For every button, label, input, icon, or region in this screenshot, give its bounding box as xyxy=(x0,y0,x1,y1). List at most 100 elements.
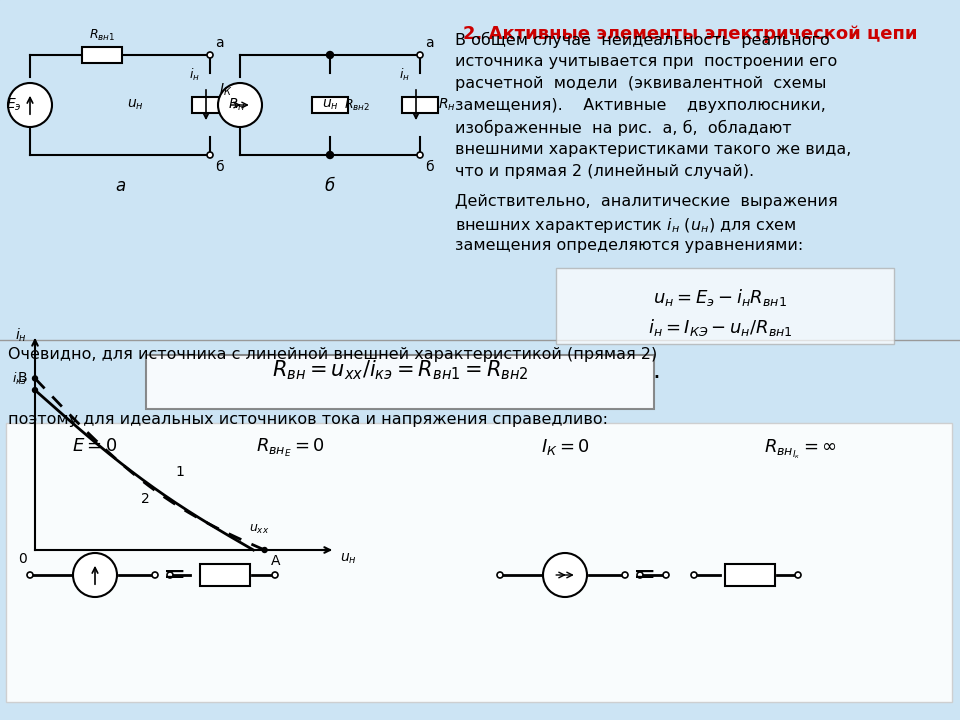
Circle shape xyxy=(543,553,587,597)
Text: $I_К$: $I_К$ xyxy=(219,82,232,98)
Circle shape xyxy=(33,387,37,392)
Text: внешних характеристик $i_н$ $(u_н)$ для схем: внешних характеристик $i_н$ $(u_н)$ для … xyxy=(455,216,797,235)
Text: замещения).    Активные    двухполюсники,: замещения). Активные двухполюсники, xyxy=(455,98,826,113)
Text: $u_{хх}$: $u_{хх}$ xyxy=(249,523,269,536)
Bar xyxy=(240,0,264,720)
Text: $E_э$: $E_э$ xyxy=(7,96,22,113)
Text: 2: 2 xyxy=(141,492,150,506)
Bar xyxy=(528,0,552,720)
Text: 1: 1 xyxy=(175,465,184,479)
Text: а: а xyxy=(115,177,125,195)
Text: что и прямая 2 (линейный случай).: что и прямая 2 (линейный случай). xyxy=(455,164,755,179)
Text: источника учитывается при  построении его: источника учитывается при построении его xyxy=(455,54,837,69)
Text: $u_н = E_э - i_нR_{вн1}$: $u_н = E_э - i_нR_{вн1}$ xyxy=(653,287,787,308)
Text: внешними характеристиками такого же вида,: внешними характеристиками такого же вида… xyxy=(455,142,852,157)
Bar xyxy=(192,0,216,720)
Bar xyxy=(48,0,72,720)
Text: $i_н$: $i_н$ xyxy=(15,326,27,343)
Circle shape xyxy=(326,52,333,58)
Text: =: = xyxy=(634,561,657,589)
Bar xyxy=(792,0,816,720)
Text: $I_К = 0$: $I_К = 0$ xyxy=(540,437,589,457)
Text: $u_н$: $u_н$ xyxy=(322,98,339,112)
Text: .: . xyxy=(652,359,660,383)
Text: б: б xyxy=(215,160,224,174)
Bar xyxy=(768,0,792,720)
Bar xyxy=(648,0,672,720)
Circle shape xyxy=(272,572,278,578)
Bar xyxy=(96,0,120,720)
Text: a: a xyxy=(215,36,224,50)
Bar xyxy=(432,0,456,720)
Bar xyxy=(552,0,576,720)
Bar xyxy=(744,0,768,720)
Circle shape xyxy=(326,151,333,158)
Text: $R_{вн_E} = 0$: $R_{вн_E} = 0$ xyxy=(255,437,324,459)
Text: $i_{кз}$: $i_{кз}$ xyxy=(12,371,27,387)
Bar xyxy=(402,97,438,113)
Text: A: A xyxy=(271,554,280,568)
Bar xyxy=(216,0,240,720)
Bar xyxy=(312,97,348,113)
FancyBboxPatch shape xyxy=(6,423,952,702)
Bar xyxy=(408,0,432,720)
Bar xyxy=(200,564,250,586)
Text: В общем случае  неидеальность  реального: В общем случае неидеальность реального xyxy=(455,32,829,48)
Bar xyxy=(192,97,228,113)
FancyBboxPatch shape xyxy=(146,355,654,409)
Text: б: б xyxy=(324,177,335,195)
Bar xyxy=(72,0,96,720)
Circle shape xyxy=(622,572,628,578)
Bar xyxy=(672,0,696,720)
Text: Очевидно, для источника с линейной внешней характеристикой (прямая 2): Очевидно, для источника с линейной внешн… xyxy=(8,347,658,362)
Bar xyxy=(504,0,528,720)
Text: $i_н$: $i_н$ xyxy=(189,67,200,83)
Text: =: = xyxy=(163,561,186,589)
Bar xyxy=(264,0,288,720)
Text: $R_н$: $R_н$ xyxy=(438,96,456,113)
Text: $R_{вн2}$: $R_{вн2}$ xyxy=(344,97,371,112)
Circle shape xyxy=(795,572,801,578)
Circle shape xyxy=(33,376,37,381)
Bar xyxy=(936,0,960,720)
Circle shape xyxy=(27,572,33,578)
Circle shape xyxy=(417,52,423,58)
Text: $u_н$: $u_н$ xyxy=(127,98,143,112)
Bar xyxy=(912,0,936,720)
Bar xyxy=(144,0,168,720)
Text: 2. Активные элементы электрической цепи: 2. Активные элементы электрической цепи xyxy=(463,25,917,43)
Bar xyxy=(120,0,144,720)
Circle shape xyxy=(167,572,173,578)
Circle shape xyxy=(207,52,213,58)
Text: 0: 0 xyxy=(18,552,27,566)
Bar xyxy=(480,0,504,720)
Text: $i_н$: $i_н$ xyxy=(399,67,410,83)
Bar xyxy=(0,0,24,720)
Bar xyxy=(696,0,720,720)
Circle shape xyxy=(497,572,503,578)
Text: B: B xyxy=(17,372,27,385)
Bar xyxy=(576,0,600,720)
Text: Действительно,  аналитические  выражения: Действительно, аналитические выражения xyxy=(455,194,838,209)
Text: $i_н = I_{КЭ} - u_н/R_{вн1}$: $i_н = I_{КЭ} - u_н/R_{вн1}$ xyxy=(648,317,792,338)
Bar xyxy=(816,0,840,720)
Text: $u_н$: $u_н$ xyxy=(340,552,357,567)
Text: $R_{вн1}$: $R_{вн1}$ xyxy=(89,28,115,43)
Bar xyxy=(360,0,384,720)
Bar xyxy=(168,0,192,720)
Circle shape xyxy=(262,547,267,552)
Text: б: б xyxy=(425,160,434,174)
Circle shape xyxy=(218,83,262,127)
Text: $E = 0$: $E = 0$ xyxy=(72,437,118,455)
Bar xyxy=(456,0,480,720)
Circle shape xyxy=(417,152,423,158)
Bar xyxy=(840,0,864,720)
Circle shape xyxy=(207,152,213,158)
Text: $R_{вн_{I_к}} = \infty$: $R_{вн_{I_к}} = \infty$ xyxy=(763,437,836,461)
Text: изображенные  на рис.  а, б,  обладают: изображенные на рис. а, б, обладают xyxy=(455,120,792,136)
Circle shape xyxy=(73,553,117,597)
Bar xyxy=(336,0,360,720)
Bar xyxy=(888,0,912,720)
Circle shape xyxy=(663,572,669,578)
Bar xyxy=(600,0,624,720)
